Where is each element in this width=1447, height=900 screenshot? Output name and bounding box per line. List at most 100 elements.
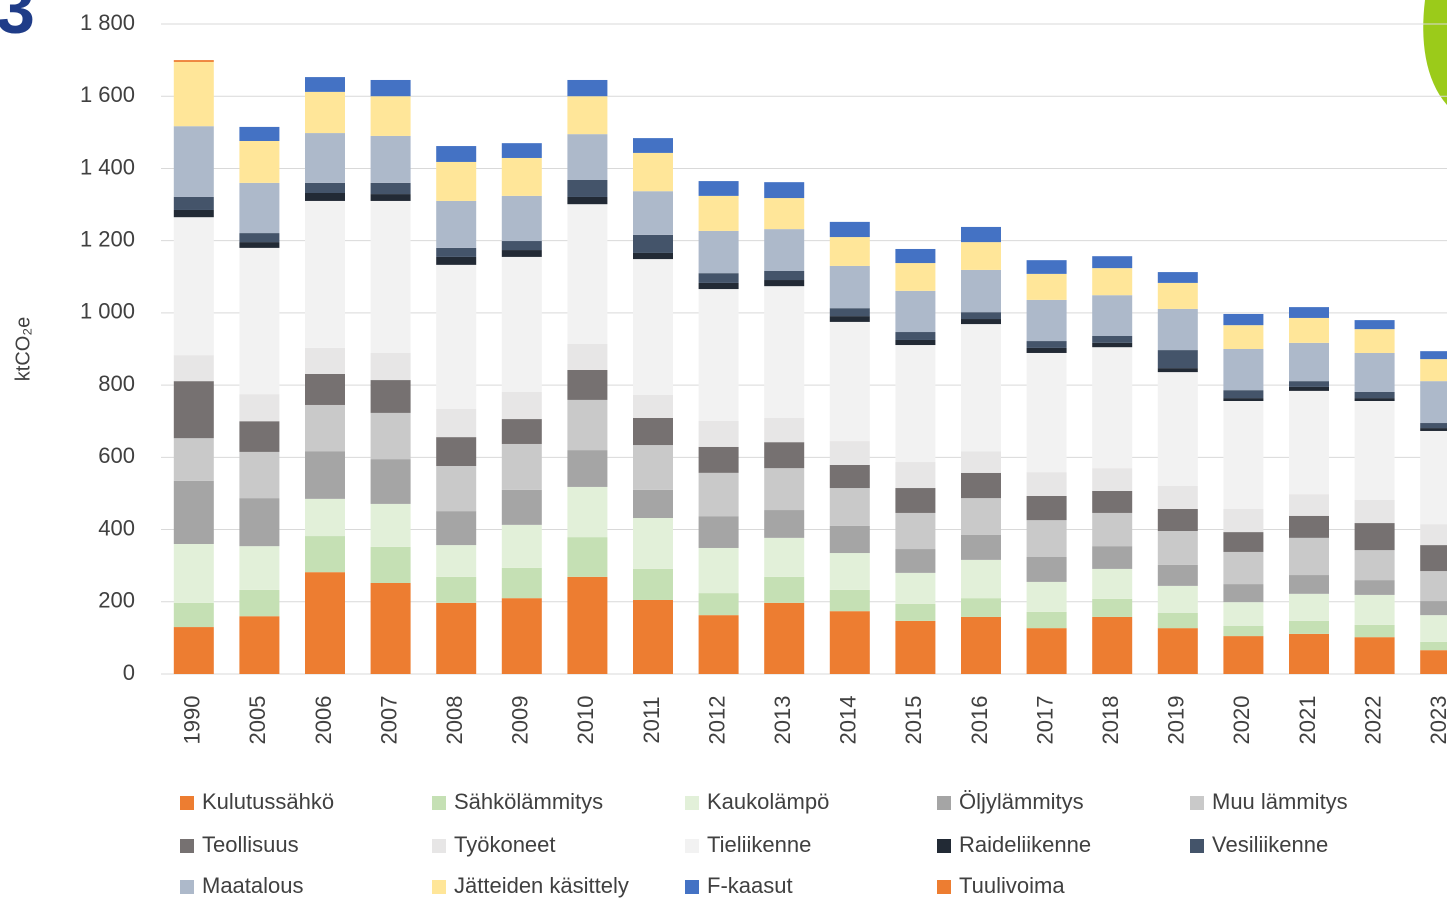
- bar-segment: [633, 259, 673, 395]
- bar-segment: [436, 545, 477, 577]
- bar-segment: [633, 394, 673, 418]
- bar-segment: [1223, 401, 1264, 509]
- bar-segment: [370, 79, 411, 97]
- bar-segment: [501, 241, 542, 251]
- bar-segment: [633, 568, 673, 600]
- legend-label: F-kaasut: [707, 873, 793, 898]
- bar-segment: [1420, 423, 1447, 429]
- bar-segment: [305, 91, 345, 134]
- bar-segment: [1092, 546, 1133, 569]
- bar-segment: [698, 615, 739, 674]
- bar-segment: [764, 442, 805, 469]
- legend-label: Muu lämmitys: [1212, 789, 1348, 814]
- bar-segment: [895, 263, 936, 291]
- bar-segment: [370, 135, 411, 183]
- bar-segment: [305, 200, 345, 348]
- bar-segment: [895, 248, 936, 264]
- legend-swatch: [180, 880, 194, 894]
- x-tick-label: 2021: [1295, 696, 1320, 745]
- y-tick-label: 800: [98, 371, 135, 396]
- bar-segment: [895, 462, 936, 489]
- bar-segment: [895, 345, 936, 463]
- bar-segment: [1092, 468, 1133, 491]
- bar-segment: [895, 290, 936, 333]
- bar-segment: [633, 417, 673, 446]
- bar-segment: [961, 319, 1001, 325]
- bar-segment: [1354, 398, 1395, 401]
- bar-segment: [895, 339, 936, 346]
- bar-segment: [1026, 341, 1067, 348]
- bar-segment: [1354, 499, 1395, 524]
- x-tick-label: 1990: [180, 696, 205, 745]
- bar-segment: [501, 157, 542, 196]
- y-tick-label: 1 200: [80, 226, 135, 251]
- bar-segment: [436, 602, 477, 674]
- bar-segment: [1420, 381, 1447, 424]
- bar-segment: [1420, 428, 1447, 431]
- bar-segment: [1026, 557, 1067, 582]
- bar-segment: [633, 152, 673, 192]
- legend-swatch: [937, 796, 951, 810]
- bar-segment: [895, 549, 936, 573]
- bar-segment: [1289, 537, 1329, 576]
- x-tick-label: 2014: [836, 696, 861, 745]
- y-tick-label: 1 000: [80, 299, 135, 324]
- bar-segment: [436, 264, 477, 409]
- x-tick-label: 2008: [442, 696, 467, 745]
- bar-segment: [1223, 508, 1264, 533]
- bar-segment: [501, 391, 542, 420]
- bar-segment: [567, 96, 608, 135]
- bar-segment: [567, 369, 608, 400]
- bar-segment: [829, 525, 870, 554]
- bar-segment: [1157, 272, 1198, 283]
- bar-segment: [961, 559, 1001, 599]
- bar-segment: [895, 620, 936, 674]
- bar-segment: [173, 438, 214, 481]
- bar-segment: [633, 138, 673, 153]
- bar-segment: [239, 421, 280, 452]
- bar-segment: [1354, 580, 1395, 595]
- bar-segment: [698, 289, 739, 421]
- bar-segment: [1026, 495, 1067, 521]
- bar-segment: [1157, 628, 1198, 674]
- bar-segment: [501, 489, 542, 525]
- bar-segment: [1354, 401, 1395, 500]
- bar-segment: [698, 420, 739, 447]
- bar-segment: [305, 536, 345, 573]
- x-tick-label: 2006: [311, 696, 336, 745]
- bar-segment: [961, 498, 1001, 535]
- bar-segment: [1420, 650, 1447, 674]
- bar-segment: [173, 60, 214, 62]
- bar-segment: [1354, 594, 1395, 625]
- legend-swatch: [432, 880, 446, 894]
- bar-segment: [1289, 381, 1329, 387]
- y-tick-label: 1 400: [80, 154, 135, 179]
- x-tick-label: 2012: [704, 696, 729, 745]
- bar-segment: [1354, 550, 1395, 581]
- bar-segment: [436, 161, 477, 201]
- bar-segment: [1092, 616, 1133, 674]
- bar-segment: [567, 576, 608, 674]
- bar-segment: [173, 381, 214, 439]
- bar-segment: [1026, 581, 1067, 612]
- legend-swatch: [685, 796, 699, 810]
- legend-swatch: [1190, 839, 1204, 853]
- bar-segment: [1157, 282, 1198, 309]
- y-tick-label: 600: [98, 443, 135, 468]
- bar-segment: [633, 191, 673, 235]
- bar-segment: [633, 445, 673, 490]
- bar-segment: [501, 598, 542, 674]
- bar-segment: [173, 544, 214, 603]
- legend-swatch: [432, 796, 446, 810]
- bar-segment: [305, 498, 345, 537]
- bar-segment: [633, 518, 673, 569]
- bar-segment: [829, 221, 870, 238]
- bar-segment: [1026, 347, 1067, 353]
- bar-segment: [829, 589, 870, 612]
- bar-segment: [239, 616, 280, 674]
- legend-swatch: [685, 880, 699, 894]
- bar-segment: [305, 451, 345, 499]
- bar-segment: [370, 583, 411, 674]
- bar-segment: [1420, 430, 1447, 525]
- bar-segment: [239, 394, 280, 422]
